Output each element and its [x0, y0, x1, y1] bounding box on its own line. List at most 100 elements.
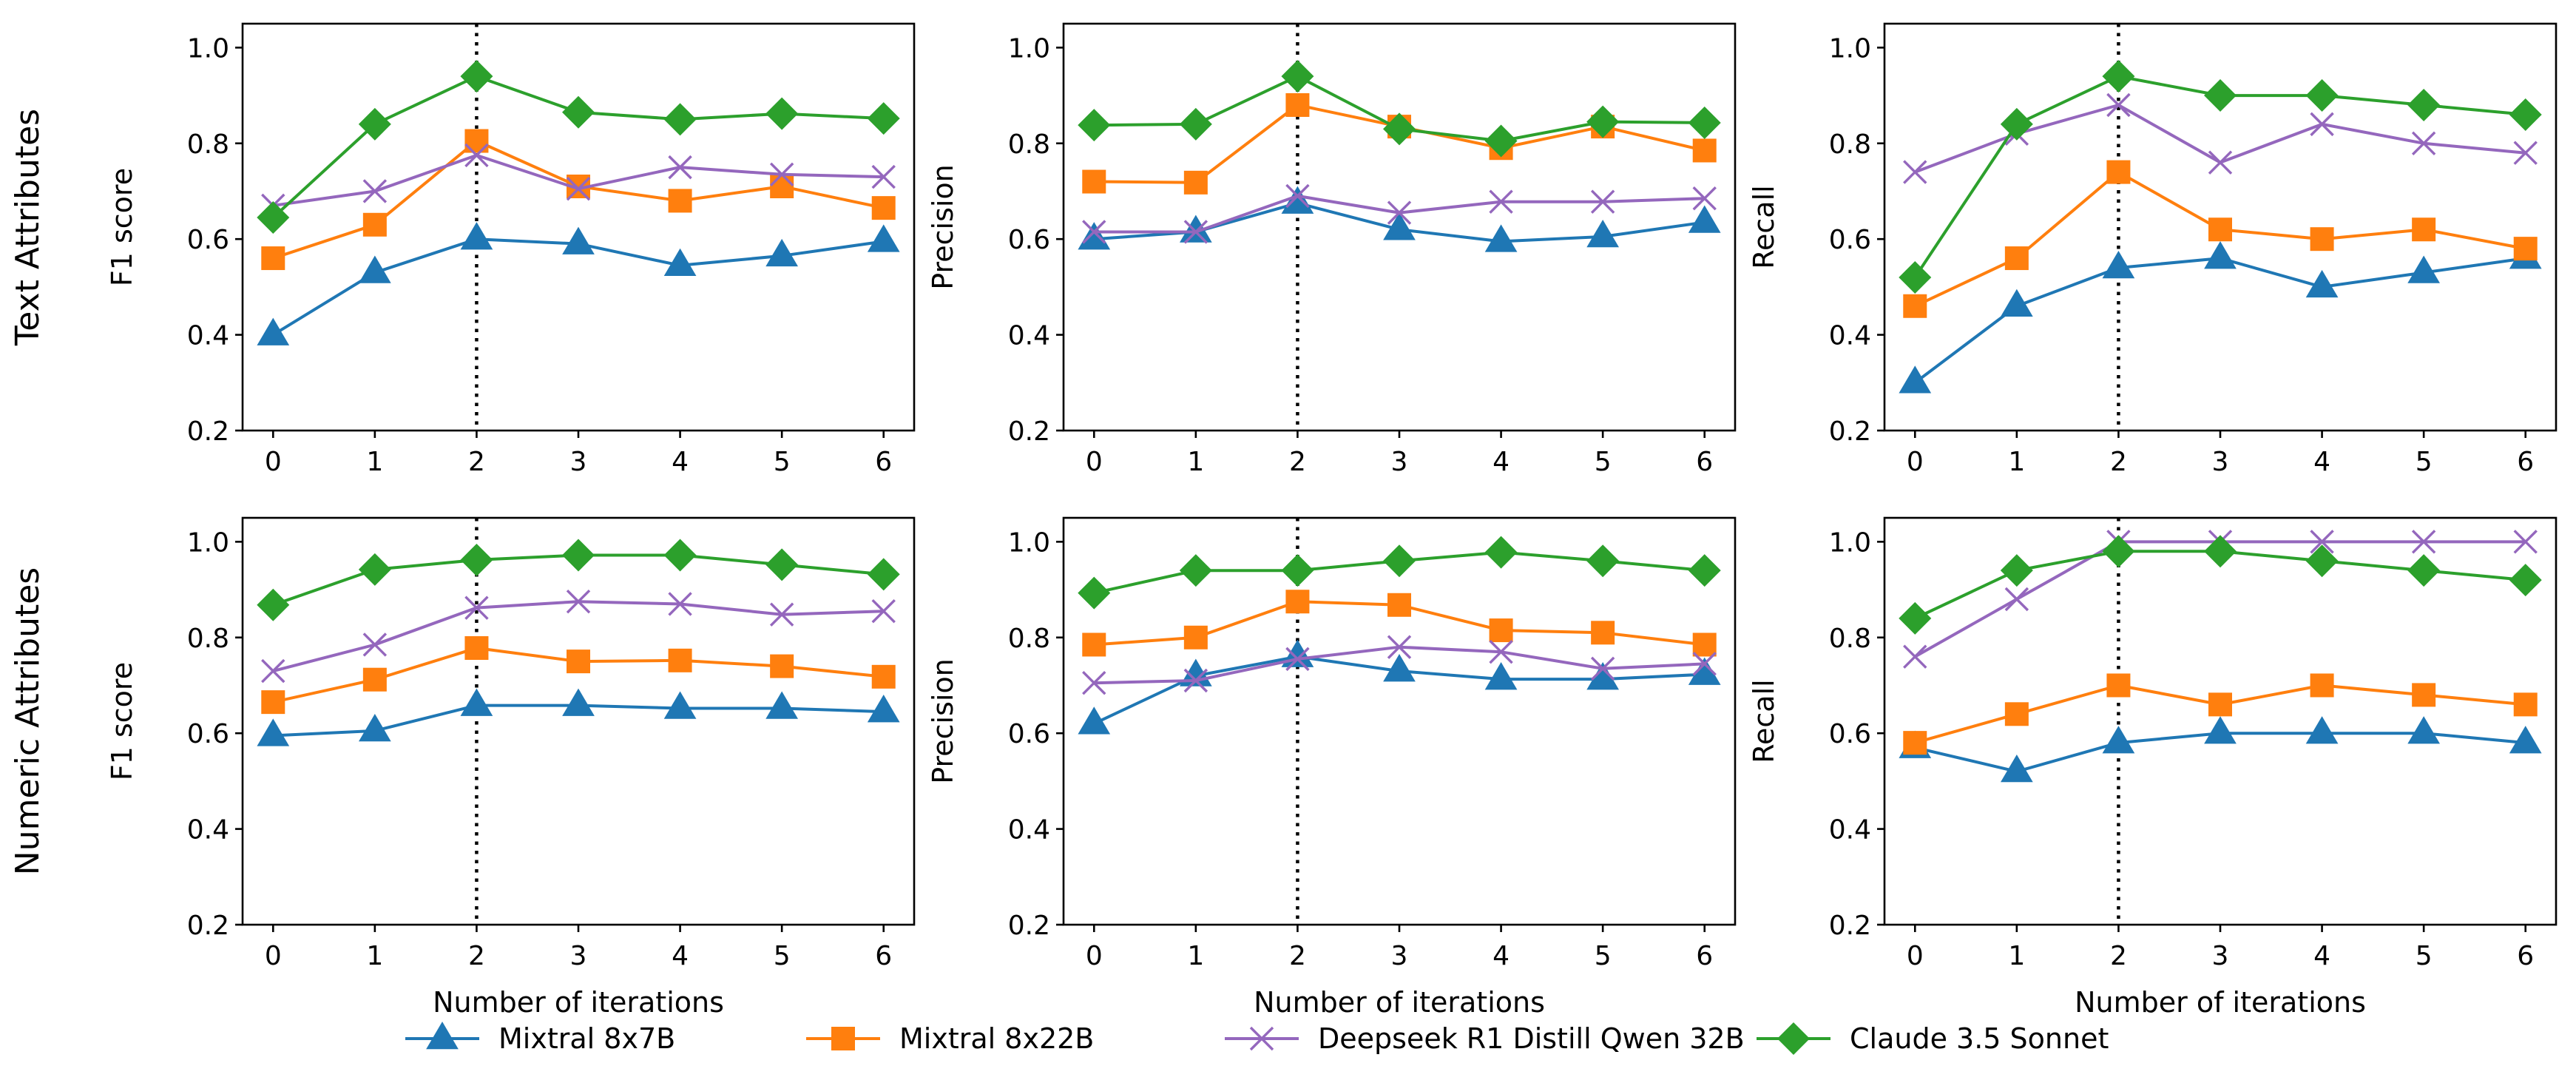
data-point — [2305, 79, 2339, 112]
data-point — [668, 155, 692, 180]
data-point — [567, 650, 590, 674]
data-point — [2204, 241, 2237, 269]
data-point — [2310, 530, 2334, 554]
data-point — [2411, 131, 2436, 155]
data-point — [2412, 217, 2436, 242]
data-point — [362, 632, 388, 657]
data-point — [1078, 109, 1111, 142]
y-tick-label: 0.4 — [187, 321, 229, 351]
data-point — [1183, 668, 1208, 693]
x-tick-label: 2 — [468, 941, 485, 971]
data-point — [2102, 60, 2135, 93]
data-point — [668, 189, 692, 213]
x-tick-label: 1 — [1187, 447, 1204, 477]
y-tick-label: 0.8 — [1829, 624, 1871, 654]
y-tick-label: 1.0 — [1829, 527, 1871, 558]
data-point — [1688, 657, 1721, 685]
data-point — [2106, 92, 2131, 118]
data-point — [2000, 754, 2033, 783]
data-point — [1590, 656, 1615, 681]
data-point — [362, 179, 388, 203]
data-point — [2509, 564, 2542, 597]
data-point — [2000, 289, 2033, 317]
legend-label: Deepseek R1 Distill Qwen 32B — [1318, 1022, 1745, 1055]
data-point — [1489, 639, 1513, 664]
data-point — [1688, 106, 1721, 139]
data-point — [765, 548, 799, 581]
y-tick-label: 0.4 — [187, 815, 229, 846]
data-point — [2305, 544, 2339, 578]
x-tick-label: 6 — [2517, 941, 2534, 971]
data-point — [867, 224, 900, 252]
y-tick-label: 0.2 — [187, 911, 229, 941]
data-point — [2513, 237, 2538, 261]
data-point — [2102, 251, 2135, 279]
x-tick-label: 1 — [366, 447, 383, 477]
y-tick-label: 0.2 — [1008, 911, 1050, 941]
data-point — [1183, 220, 1208, 244]
data-point — [2411, 530, 2436, 554]
y-tick-label: 0.8 — [1829, 129, 1871, 160]
y-tick-label: 0.4 — [1008, 815, 1050, 846]
x-tick-label: 3 — [1391, 941, 1408, 971]
data-point — [2208, 150, 2233, 175]
data-point — [871, 164, 896, 189]
data-point — [2513, 530, 2538, 554]
data-point — [2004, 702, 2029, 726]
data-point — [2310, 673, 2334, 698]
data-point — [1688, 205, 1721, 233]
x-tick-label: 6 — [875, 941, 892, 971]
data-point — [1484, 536, 1518, 569]
data-point — [562, 688, 595, 716]
data-point — [2000, 107, 2033, 141]
data-point — [358, 553, 391, 586]
data-point — [770, 654, 794, 678]
legend-marker — [831, 1027, 855, 1050]
data-point — [1387, 593, 1411, 617]
x-axis-label: Number of iterations — [433, 986, 724, 1019]
data-point — [765, 691, 799, 719]
y-tick-label: 0.2 — [187, 416, 229, 447]
data-point — [1484, 662, 1518, 690]
x-tick-label: 3 — [2212, 941, 2229, 971]
x-tick-label: 1 — [1187, 941, 1204, 971]
data-point — [1387, 635, 1412, 659]
data-point — [1692, 186, 1717, 211]
data-point — [2106, 160, 2131, 184]
x-tick-label: 5 — [2416, 447, 2433, 477]
y-tick-label: 0.8 — [187, 624, 229, 654]
panel-1-1: 0.2 0.4 0.6 0.8 1.0 0 1 2 3 4 5 6 Precision Number of… — [927, 516, 1737, 1019]
x-tick-label: 4 — [1492, 447, 1510, 477]
y-tick-label: 0.2 — [1829, 416, 1871, 447]
panel-0-1: 0.2 0.4 0.6 0.8 1.0 0 1 2 3 4 5 6 Precision — [927, 22, 1737, 477]
data-point — [663, 691, 697, 719]
y-tick-label: 1.0 — [1008, 527, 1050, 558]
data-point — [867, 695, 900, 723]
data-point — [871, 598, 896, 624]
data-point — [2204, 79, 2237, 112]
x-tick-label: 3 — [1391, 447, 1408, 477]
data-point — [1692, 632, 1717, 657]
y-tick-label: 1.0 — [187, 33, 229, 64]
data-point — [1899, 365, 1932, 394]
y-axis-label: F1 score — [106, 662, 138, 780]
data-point — [1586, 544, 1620, 578]
data-point — [261, 246, 285, 271]
data-point — [2208, 217, 2232, 242]
y-axis-label: Precision — [927, 658, 959, 784]
data-point — [1285, 647, 1310, 672]
data-point — [464, 129, 489, 153]
data-point — [2004, 246, 2029, 271]
y-axis-label: Precision — [927, 164, 959, 290]
y-tick-label: 1.0 — [1829, 33, 1871, 64]
data-point — [1082, 169, 1106, 194]
data-point — [871, 664, 896, 689]
data-point — [460, 222, 493, 250]
data-point — [1281, 60, 1314, 93]
data-point — [2208, 692, 2232, 717]
panel-1-0: 0.2 0.4 0.6 0.8 1.0 0 1 2 3 4 5 6 F1 score Number of … — [106, 516, 916, 1019]
data-point — [1692, 652, 1717, 676]
data-point — [1387, 200, 1412, 225]
data-point — [2407, 554, 2441, 587]
